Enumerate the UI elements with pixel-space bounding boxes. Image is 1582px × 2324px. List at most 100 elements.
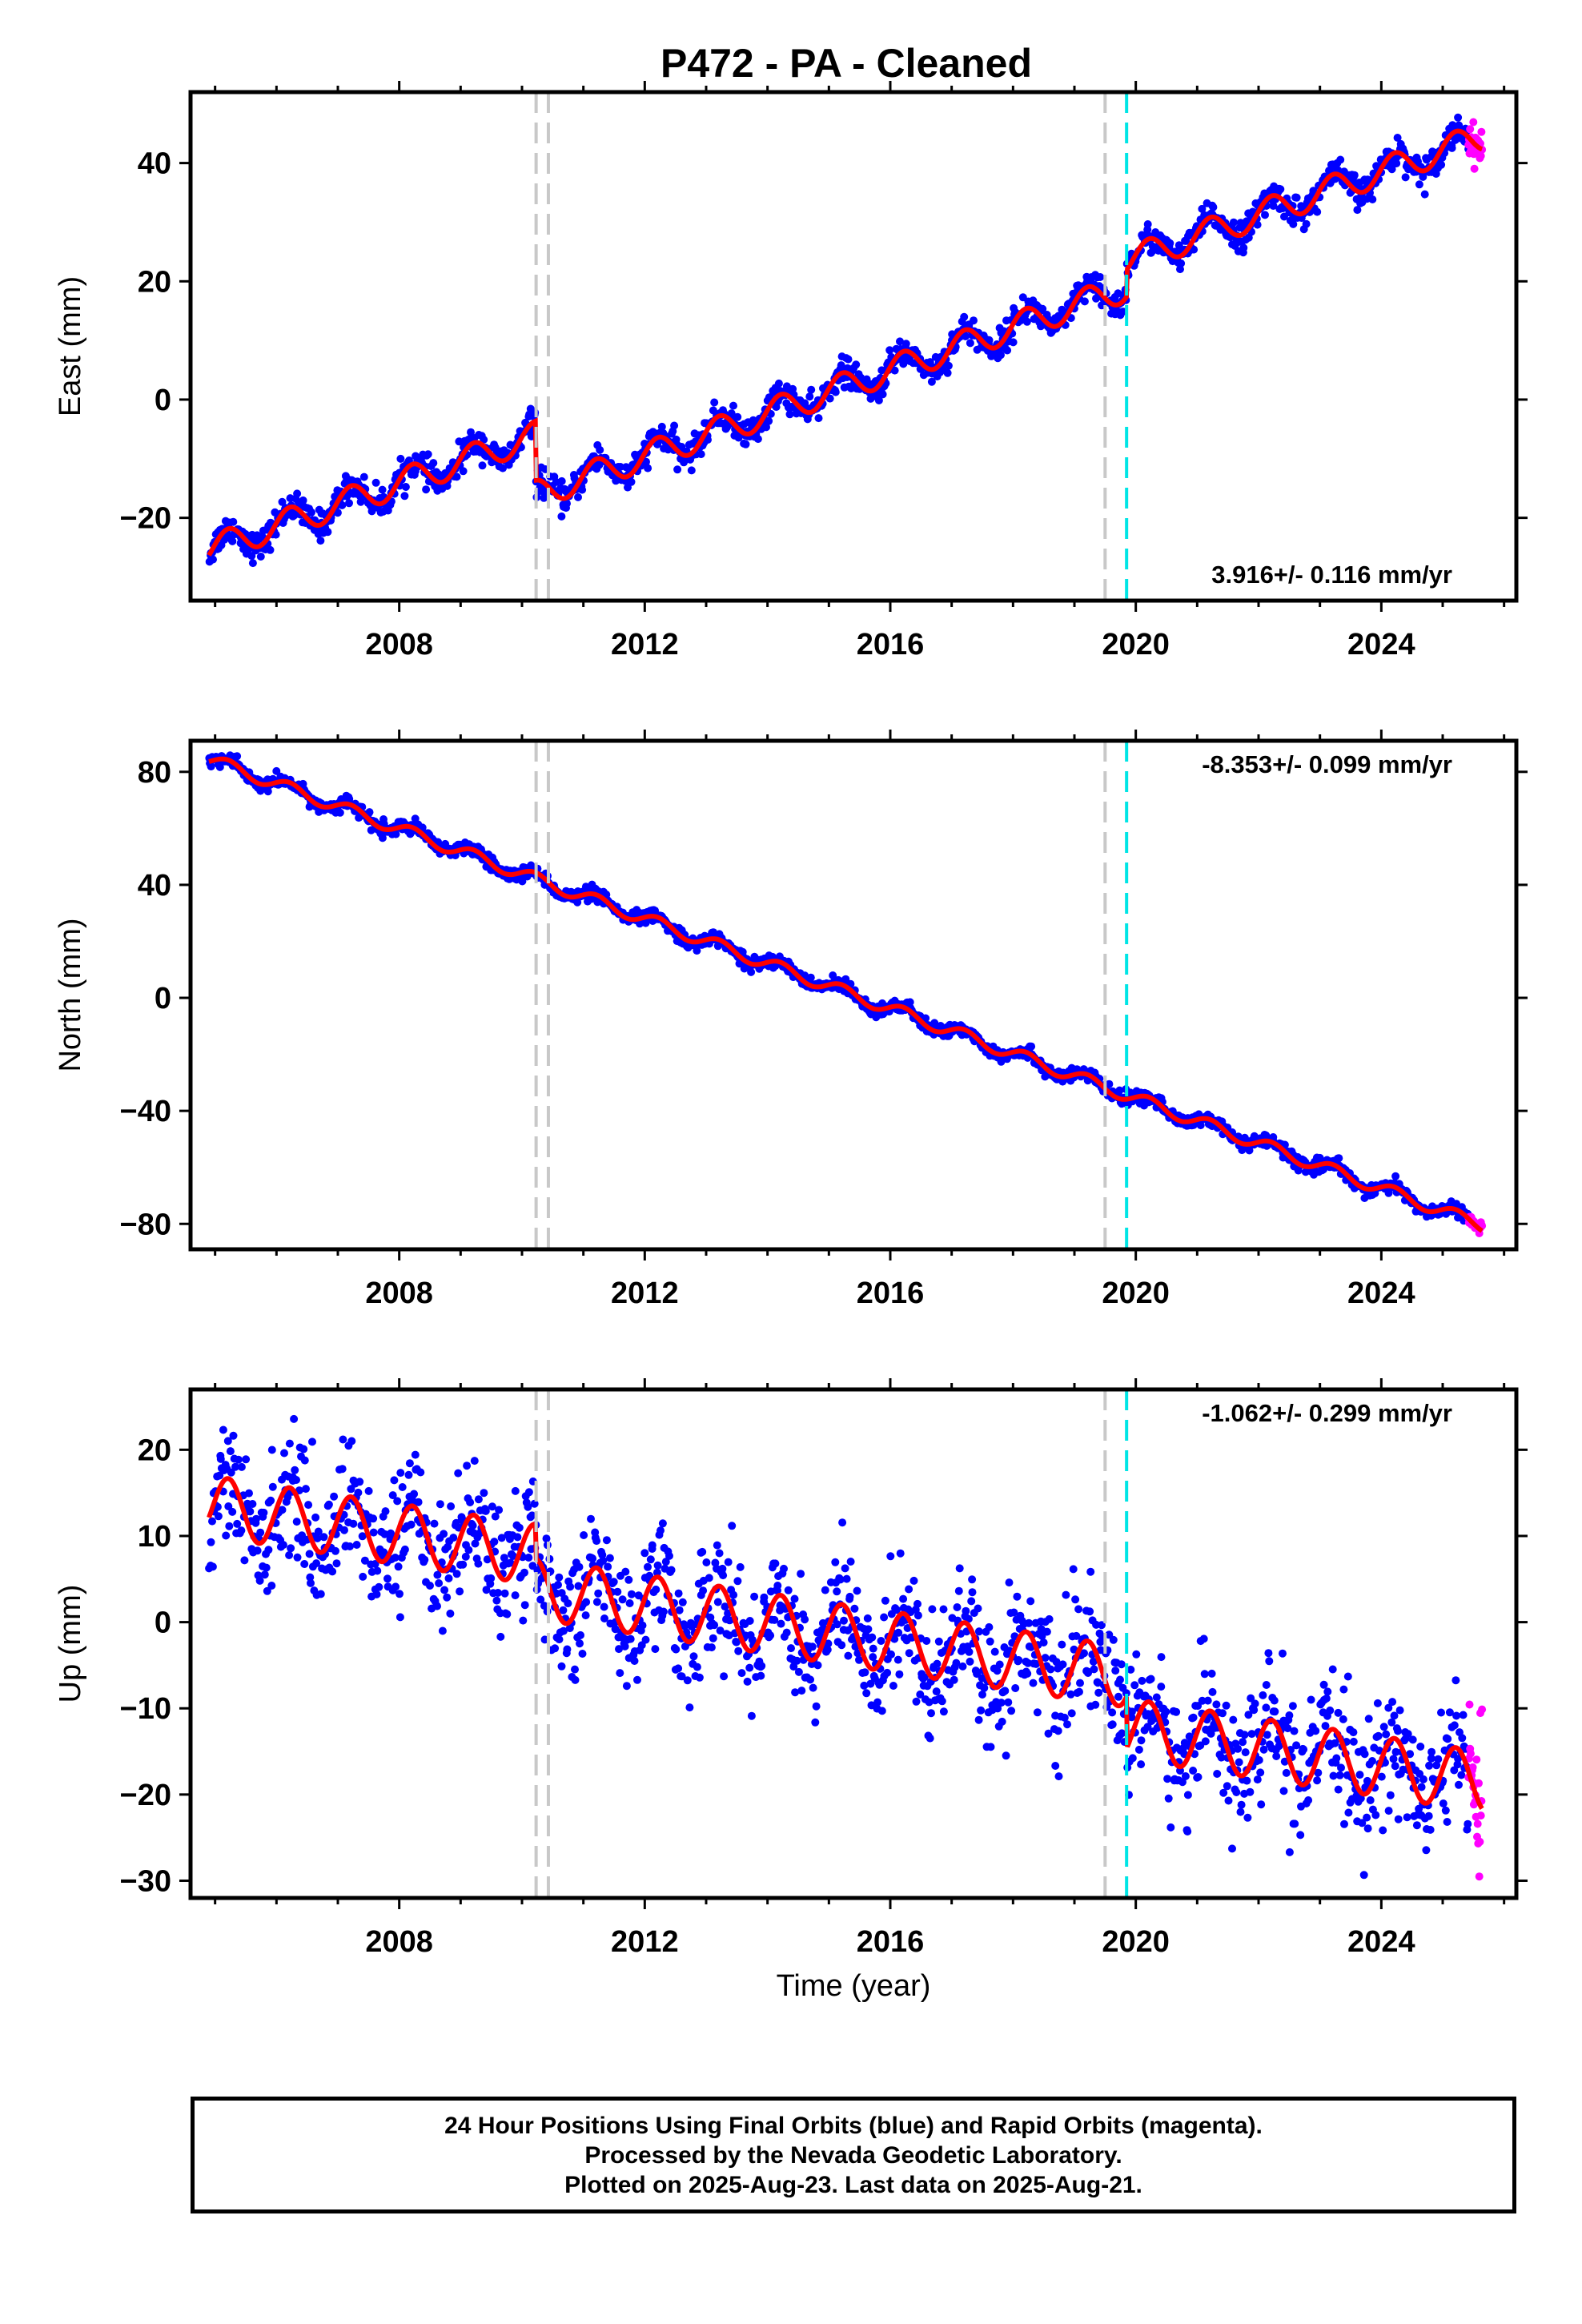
up-final-point bbox=[260, 1570, 269, 1579]
up-final-point bbox=[927, 1709, 935, 1718]
up-final-point bbox=[394, 1562, 403, 1571]
up-final-point bbox=[1157, 1653, 1166, 1662]
up-final-point bbox=[229, 1431, 238, 1440]
up-final-point bbox=[536, 1595, 545, 1604]
up-final-point bbox=[578, 1650, 587, 1658]
up-final-point bbox=[511, 1591, 520, 1600]
up-final-point bbox=[789, 1663, 798, 1671]
east-final-point bbox=[1209, 203, 1218, 211]
up-final-point bbox=[1425, 1761, 1434, 1770]
up-x-tick-label: 2016 bbox=[857, 1925, 925, 1959]
up-final-point bbox=[1457, 1771, 1466, 1779]
up-final-point bbox=[683, 1676, 692, 1685]
east-final-point bbox=[874, 396, 883, 404]
up-final-point bbox=[1132, 1650, 1141, 1659]
north-final-point bbox=[215, 762, 224, 771]
up-final-point bbox=[331, 1546, 339, 1555]
up-final-point bbox=[447, 1502, 456, 1510]
east-final-point bbox=[1420, 190, 1429, 199]
up-final-point bbox=[718, 1564, 727, 1573]
up-final-point bbox=[1408, 1735, 1417, 1744]
up-final-point bbox=[757, 1662, 766, 1671]
up-final-point bbox=[426, 1582, 434, 1590]
east-final-point bbox=[670, 421, 679, 430]
up-final-point bbox=[1246, 1787, 1255, 1796]
up-final-point bbox=[630, 1657, 639, 1665]
north-y-tick-label: 80 bbox=[138, 756, 171, 790]
up-final-point bbox=[528, 1511, 536, 1520]
up-final-point bbox=[228, 1507, 237, 1516]
up-final-point bbox=[604, 1562, 612, 1571]
up-final-point bbox=[393, 1497, 402, 1506]
up-final-point bbox=[667, 1566, 676, 1574]
up-final-point bbox=[658, 1519, 667, 1528]
up-final-point bbox=[1265, 1657, 1274, 1666]
up-final-point bbox=[653, 1561, 662, 1570]
up-final-point bbox=[1339, 1715, 1347, 1723]
up-final-point bbox=[1394, 1727, 1402, 1735]
up-final-point bbox=[797, 1570, 805, 1578]
east-final-point bbox=[371, 478, 380, 487]
up-final-point bbox=[1256, 1768, 1265, 1777]
up-final-point bbox=[369, 1514, 378, 1523]
north-final-point bbox=[905, 998, 914, 1007]
up-final-point bbox=[1143, 1723, 1152, 1731]
up-final-point bbox=[965, 1647, 974, 1656]
up-final-point bbox=[743, 1677, 752, 1686]
up-final-point bbox=[1387, 1718, 1396, 1727]
east-rapid-point bbox=[1466, 125, 1475, 134]
east-final-point bbox=[805, 392, 814, 401]
up-final-point bbox=[648, 1541, 656, 1550]
up-final-point bbox=[433, 1602, 441, 1610]
east-model-fit-line bbox=[207, 128, 1484, 557]
up-final-point bbox=[994, 1704, 1002, 1713]
up-final-point bbox=[966, 1657, 974, 1666]
east-final-point bbox=[727, 409, 736, 418]
up-final-point bbox=[381, 1507, 390, 1516]
up-final-point bbox=[863, 1614, 872, 1622]
up-final-point bbox=[280, 1449, 288, 1458]
up-final-point bbox=[1060, 1713, 1069, 1722]
up-final-point bbox=[1328, 1665, 1337, 1674]
east-final-point bbox=[1393, 134, 1402, 142]
up-final-point bbox=[1223, 1782, 1231, 1791]
up-final-point bbox=[481, 1506, 490, 1515]
east-final-point bbox=[644, 464, 652, 472]
up-final-point bbox=[1264, 1649, 1273, 1658]
up-final-point bbox=[934, 1637, 943, 1646]
up-final-point bbox=[314, 1527, 323, 1536]
up-final-point bbox=[262, 1563, 271, 1572]
east-final-point bbox=[657, 422, 666, 431]
east-final-point bbox=[1401, 173, 1410, 182]
up-final-point bbox=[833, 1587, 841, 1596]
north-final-point bbox=[693, 947, 701, 955]
up-final-point bbox=[255, 1576, 264, 1585]
up-final-point bbox=[245, 1489, 253, 1498]
up-final-point bbox=[1455, 1780, 1463, 1789]
up-final-point bbox=[339, 1435, 347, 1444]
up-final-point bbox=[227, 1468, 235, 1477]
up-final-point bbox=[1334, 1785, 1343, 1794]
north-x-tick-label: 2012 bbox=[611, 1277, 679, 1310]
east-final-point bbox=[1297, 202, 1306, 211]
east-final-point bbox=[627, 477, 636, 486]
up-final-point bbox=[242, 1455, 251, 1464]
up-final-point bbox=[1164, 1794, 1173, 1803]
north-final-point bbox=[272, 766, 281, 775]
up-final-point bbox=[1013, 1592, 1022, 1601]
up-final-point bbox=[482, 1586, 491, 1594]
up-final-point bbox=[1335, 1771, 1344, 1779]
up-final-point bbox=[1332, 1754, 1341, 1763]
up-final-point bbox=[985, 1622, 994, 1631]
east-final-point bbox=[478, 461, 487, 470]
up-final-point bbox=[452, 1570, 461, 1578]
east-final-point bbox=[852, 360, 861, 369]
up-final-point bbox=[713, 1598, 722, 1606]
up-final-point bbox=[1213, 1770, 1222, 1778]
east-final-point bbox=[966, 339, 974, 348]
up-final-point bbox=[390, 1476, 399, 1485]
east-final-point bbox=[424, 450, 432, 459]
up-final-point bbox=[953, 1603, 962, 1611]
up-final-point bbox=[1371, 1811, 1380, 1819]
up-final-point bbox=[304, 1501, 313, 1510]
